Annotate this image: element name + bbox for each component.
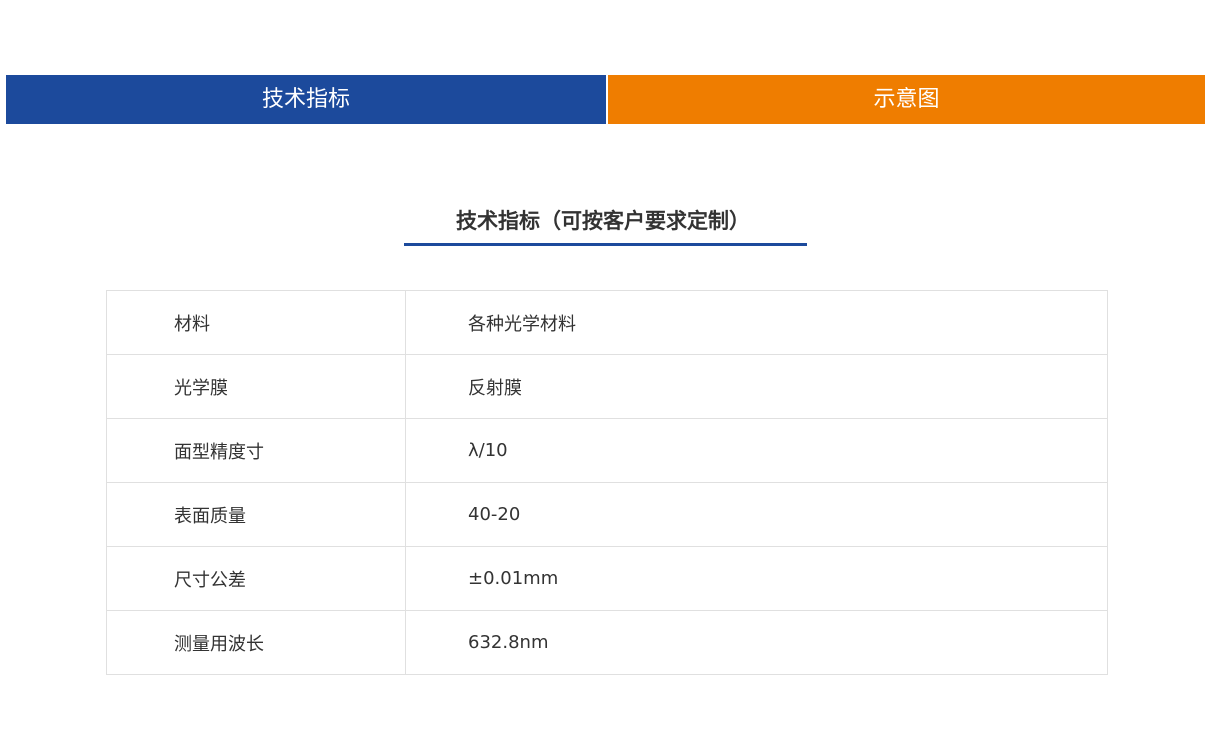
spec-value: λ/10 [405,418,1108,483]
section-title: 技术指标（可按客户要求定制） [456,209,750,233]
table-row: 材料 各种光学材料 [106,290,1108,355]
tab-diagram[interactable]: 示意图 [608,75,1205,124]
tab-technical-specs[interactable]: 技术指标 [6,75,606,124]
spec-key: 尺寸公差 [106,546,406,611]
spec-key: 面型精度寸 [106,418,406,483]
table-row: 尺寸公差 ±0.01mm [106,546,1108,611]
spec-key: 材料 [106,290,406,355]
spec-value: 632.8nm [405,610,1108,675]
title-underline [404,243,807,246]
spec-key: 表面质量 [106,482,406,547]
spec-value: 各种光学材料 [405,290,1108,355]
table-row: 测量用波长 632.8nm [106,610,1108,675]
spec-value: ±0.01mm [405,546,1108,611]
spec-value: 40-20 [405,482,1108,547]
spec-value: 反射膜 [405,354,1108,419]
specs-table: 材料 各种光学材料 光学膜 反射膜 面型精度寸 λ/10 表面质量 40-20 尺寸公差… [106,290,1108,675]
spec-key: 光学膜 [106,354,406,419]
table-row: 光学膜 反射膜 [106,354,1108,419]
spec-key: 测量用波长 [106,610,406,675]
table-row: 表面质量 40-20 [106,482,1108,547]
table-row: 面型精度寸 λ/10 [106,418,1108,483]
